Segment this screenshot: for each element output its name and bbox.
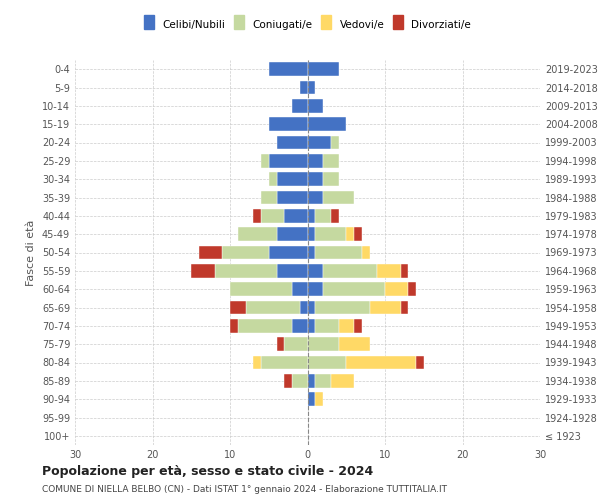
Bar [277, 136, 308, 149]
Bar [308, 374, 315, 388]
Bar [370, 300, 401, 314]
Bar [308, 246, 315, 260]
Bar [269, 62, 308, 76]
Bar [308, 154, 323, 168]
Bar [401, 300, 408, 314]
Bar [284, 374, 292, 388]
Bar [277, 228, 308, 241]
Bar [308, 392, 315, 406]
Bar [300, 80, 308, 94]
Bar [346, 228, 354, 241]
Y-axis label: Fasce di età: Fasce di età [26, 220, 36, 286]
Bar [230, 282, 292, 296]
Bar [315, 246, 362, 260]
Bar [308, 319, 315, 332]
Bar [338, 319, 354, 332]
Bar [222, 246, 269, 260]
Bar [292, 282, 308, 296]
Bar [308, 356, 346, 370]
Bar [215, 264, 277, 278]
Bar [292, 319, 308, 332]
Bar [315, 209, 331, 222]
Bar [308, 190, 323, 204]
Bar [261, 154, 269, 168]
Bar [331, 374, 354, 388]
Bar [315, 319, 338, 332]
Bar [308, 228, 315, 241]
Bar [308, 80, 315, 94]
Bar [253, 209, 261, 222]
Bar [269, 118, 308, 131]
Bar [308, 300, 315, 314]
Bar [277, 338, 284, 351]
Bar [323, 172, 338, 186]
Bar [308, 282, 323, 296]
Bar [308, 209, 315, 222]
Bar [385, 282, 408, 296]
Bar [308, 136, 331, 149]
Bar [300, 300, 308, 314]
Bar [346, 356, 416, 370]
Bar [416, 356, 424, 370]
Bar [338, 338, 370, 351]
Bar [315, 300, 370, 314]
Bar [401, 264, 408, 278]
Bar [245, 300, 300, 314]
Bar [261, 356, 308, 370]
Bar [261, 190, 277, 204]
Bar [323, 264, 377, 278]
Bar [308, 99, 323, 112]
Text: Popolazione per età, sesso e stato civile - 2024: Popolazione per età, sesso e stato civil… [42, 465, 373, 478]
Text: COMUNE DI NIELLA BELBO (CN) - Dati ISTAT 1° gennaio 2024 - Elaborazione TUTTITAL: COMUNE DI NIELLA BELBO (CN) - Dati ISTAT… [42, 485, 447, 494]
Bar [238, 228, 277, 241]
Bar [191, 264, 215, 278]
Bar [308, 172, 323, 186]
Bar [331, 136, 338, 149]
Bar [284, 338, 308, 351]
Bar [331, 209, 338, 222]
Bar [315, 392, 323, 406]
Bar [238, 319, 292, 332]
Bar [277, 264, 308, 278]
Bar [269, 246, 308, 260]
Bar [230, 300, 245, 314]
Bar [261, 209, 284, 222]
Bar [323, 282, 385, 296]
Bar [292, 374, 308, 388]
Bar [308, 338, 338, 351]
Bar [308, 62, 338, 76]
Bar [277, 190, 308, 204]
Bar [308, 264, 323, 278]
Bar [323, 154, 338, 168]
Bar [362, 246, 370, 260]
Bar [323, 190, 354, 204]
Bar [292, 99, 308, 112]
Bar [277, 172, 308, 186]
Legend: Celibi/Nubili, Coniugati/e, Vedovi/e, Divorziati/e: Celibi/Nubili, Coniugati/e, Vedovi/e, Di… [140, 15, 475, 34]
Bar [199, 246, 222, 260]
Bar [315, 228, 346, 241]
Bar [408, 282, 416, 296]
Bar [377, 264, 401, 278]
Bar [284, 209, 308, 222]
Bar [269, 154, 308, 168]
Bar [308, 118, 346, 131]
Bar [253, 356, 261, 370]
Bar [354, 228, 362, 241]
Bar [354, 319, 362, 332]
Bar [269, 172, 277, 186]
Bar [230, 319, 238, 332]
Bar [315, 374, 331, 388]
